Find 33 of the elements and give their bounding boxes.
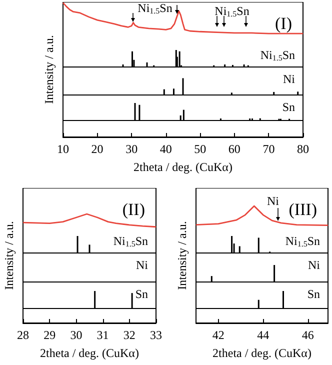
x-tick-label: 80: [297, 142, 309, 156]
annotation: Ni: [267, 194, 280, 208]
series-label: Sn: [307, 287, 320, 301]
y-axis-title: Intensity / a.u.: [41, 35, 56, 104]
text: Ni: [308, 258, 321, 272]
x-tick-label: 40: [160, 142, 172, 156]
series-label: Sn: [135, 287, 148, 301]
x-axis-title: 2theta / deg. (CuKα): [134, 160, 232, 174]
x-axis-title: 2theta / deg. (CuKα): [40, 346, 139, 360]
x-tick-label: 60: [228, 142, 240, 156]
x-tick-label: 29: [44, 328, 56, 342]
x-tick-label: 70: [262, 142, 275, 156]
x-axis-title: 2theta / deg. (CuKα): [212, 346, 312, 360]
x-tick-label: 20: [91, 142, 104, 156]
x-tick-label: 10: [57, 142, 69, 156]
y-axis-title: Intensity / a.u.: [1, 221, 16, 290]
y-axis-title: Intensity / a.u.: [174, 221, 190, 290]
text: Ni: [136, 258, 149, 272]
x-tick-label: 31: [96, 328, 109, 342]
x-tick-label: 50: [194, 142, 206, 156]
text: (I): [275, 14, 292, 33]
chart-title: (III): [288, 200, 318, 219]
series-label: Sn: [282, 100, 296, 114]
x-tick-label: 32: [123, 328, 136, 342]
x-tick-label: 33: [150, 328, 162, 342]
x-tick-label: 30: [126, 142, 138, 156]
x-tick-label: 46: [302, 328, 314, 342]
series-label: Ni: [283, 72, 296, 86]
x-tick-label: 28: [17, 328, 29, 342]
chart-title: (II): [122, 200, 146, 219]
x-tick-label: 30: [70, 328, 82, 342]
x-tick-label: 44: [257, 328, 270, 342]
x-tick-label: 42: [212, 328, 224, 342]
